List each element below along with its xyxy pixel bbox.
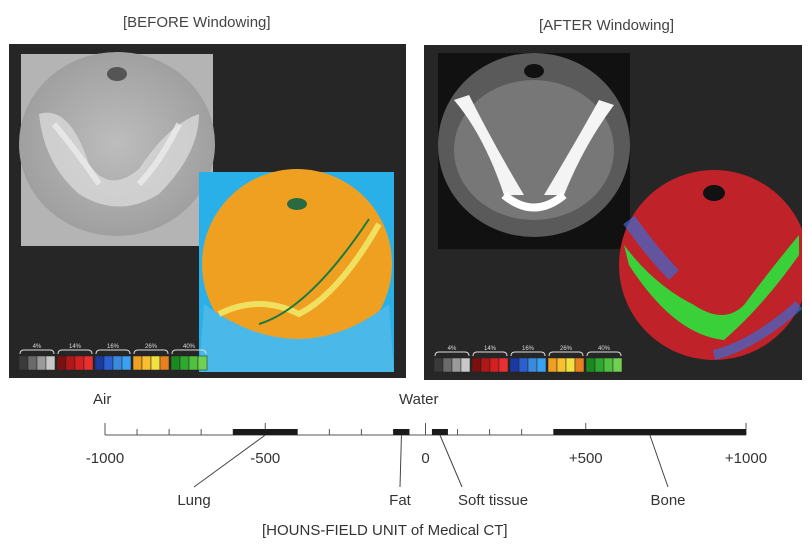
legend-swatch [556,357,567,373]
hu-tick-label: +1000 [725,450,767,467]
legend-swatch [442,357,453,373]
legend-swatch [480,357,491,373]
legend-swatch [536,357,547,373]
legend-percent-label: 40% [183,344,196,350]
tissue-bar [553,429,746,435]
legend-swatch [603,357,614,373]
legend-bracket [510,351,546,357]
legend-percent-label: 26% [145,344,158,350]
air-label: Air [93,391,112,408]
before-ct-image [19,52,394,372]
after-title: [AFTER Windowing] [539,17,675,34]
legend-swatch [83,355,94,371]
legend-bracket [472,351,508,357]
legend-bracket [548,351,584,357]
legend-percent-label: 16% [522,346,535,352]
tissue-leader-line [439,434,463,488]
legend-swatch [141,355,152,371]
tissue-label: Fat [389,492,412,509]
hu-tick-label: +500 [569,450,603,467]
after-percent-legend: 4% 14% 16% 26% 40% [433,346,623,373]
legend-swatch [159,355,170,371]
legend-swatch [179,355,190,371]
legend-swatch [65,355,76,371]
legend-percent-label: 14% [69,344,82,350]
tissue-bar [431,429,448,435]
before-percent-legend: 4% 14% 16% 26% 40% [18,344,208,371]
legend-bracket [586,351,622,357]
hounsfield-scale: -1000 -500 0 +500 +1000 Lung Fat Soft tissue Bon… [86,423,767,509]
tissue-label: Lung [177,492,210,509]
legend-swatch [460,357,471,373]
legend-percent-label: 4% [33,344,42,350]
legend-swatch [585,357,596,373]
hu-tick-label: -1000 [86,450,124,467]
water-label: Water [399,391,439,408]
legend-swatch [121,355,132,371]
legend-swatch [150,355,161,371]
legend-swatch [565,357,576,373]
legend-bracket [133,349,169,355]
legend-swatch [74,355,85,371]
legend-bracket [171,349,207,355]
legend-swatch [94,355,105,371]
tissue-leader-line [649,434,669,488]
legend-swatch [527,357,538,373]
figure-caption: [HOUNS-FIELD UNIT of Medical CT] [262,522,508,539]
legend-swatch [132,355,143,371]
legend-percent-label: 40% [598,346,611,352]
hu-tick-label: 0 [421,450,429,467]
legend-bracket [19,349,55,355]
tissue-label: Bone [650,492,685,509]
legend-bracket [57,349,93,355]
legend-swatch [27,355,38,371]
tissue-bar [393,429,410,435]
tissue-leader-line [193,434,266,488]
legend-swatch [489,357,500,373]
legend-swatch [574,357,585,373]
legend-swatch [509,357,520,373]
legend-swatch [18,355,29,371]
tissue-label: Soft tissue [458,492,528,509]
tissue-bar [233,429,298,435]
legend-swatch [45,355,56,371]
legend-bracket [95,349,131,355]
legend-swatch [112,355,123,371]
legend-percent-label: 4% [448,346,457,352]
hu-tick-label: -500 [250,450,280,467]
before-windowing-panel: 4% 14% 16% 26% 40% [9,44,406,378]
legend-swatch [433,357,444,373]
legend-swatch [103,355,114,371]
legend-swatch [594,357,605,373]
legend-percent-label: 14% [484,346,497,352]
legend-percent-label: 16% [107,344,120,350]
legend-swatch [170,355,181,371]
legend-swatch [471,357,482,373]
legend-swatch [188,355,199,371]
after-ct-image [438,53,802,360]
legend-percent-label: 26% [560,346,573,352]
before-title: [BEFORE Windowing] [123,14,271,31]
legend-swatch [518,357,529,373]
legend-bracket [434,351,470,357]
legend-swatch [547,357,558,373]
legend-swatch [36,355,47,371]
legend-swatch [498,357,509,373]
after-windowing-panel: 4% 14% 16% 26% 40% [424,45,802,380]
tissue-leader-line [399,434,402,488]
legend-swatch [612,357,623,373]
legend-swatch [56,355,67,371]
legend-swatch [451,357,462,373]
legend-swatch [197,355,208,371]
